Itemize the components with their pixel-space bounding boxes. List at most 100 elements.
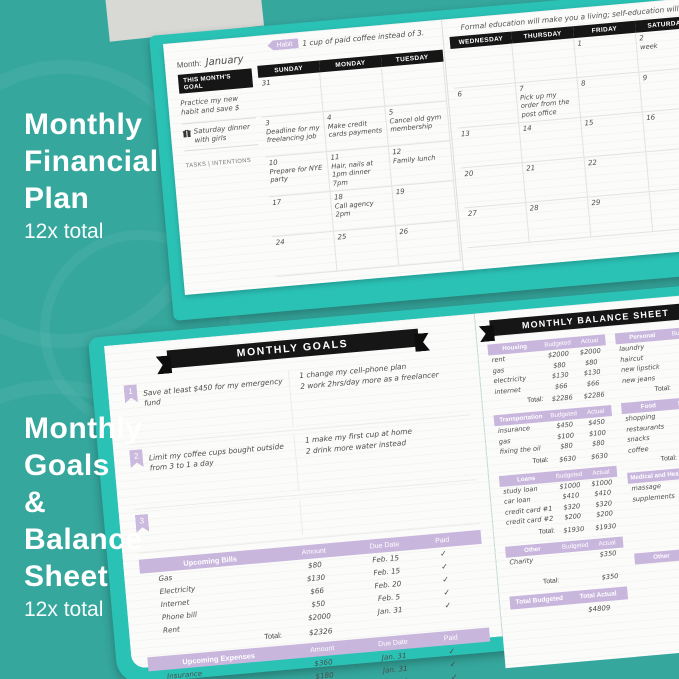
event-row: Saturday dinner with girls — [182, 122, 257, 147]
calendar-cell: 5 Cancel old gym membership — [385, 101, 451, 147]
calendar-cell: 3 Deadline for my freelancing job — [261, 112, 328, 158]
total-budgeted-value — [511, 607, 570, 620]
calendar-cell: 20 — [460, 163, 527, 209]
total-budgeted-label: Total Budgeted — [515, 594, 564, 606]
table-transportation: Transportation Budgeted Actual insurance $4… — [493, 405, 616, 469]
calendar-cell: 14 — [519, 117, 585, 164]
label-monthly-financial-plan: Monthly Financial Plan 12x total — [24, 106, 159, 244]
calendar-cell: 16 — [642, 107, 679, 153]
label-line: Sheet — [24, 560, 109, 593]
total-actual-value: $4809 — [587, 603, 611, 614]
table-food: FoodBudgetedActual shopping restaurants … — [620, 392, 679, 466]
label-line: Goals — [24, 449, 110, 482]
col-budgeted: Budgeted — [550, 410, 578, 420]
table-other: Other Budgeted Actual Charity $350 Total: $3… — [504, 536, 626, 589]
total-actual-label: Total Actual — [579, 589, 617, 600]
habit-flag-icon: Habit — [267, 38, 299, 51]
ribbon-tail-icon — [156, 355, 173, 374]
tasks-intentions-label: TASKS | INTENTIONS — [185, 157, 252, 170]
calendar-cell: 13 — [457, 123, 523, 169]
col-paid: Paid — [434, 536, 450, 545]
calendar-cell: 11 Hair, nails at 1pm dinner 7pm — [327, 146, 393, 192]
calendar-cell — [450, 43, 516, 89]
col-budgeted: Budgeted — [675, 398, 679, 408]
goal-text — [154, 501, 302, 548]
ribbon-tail-icon — [414, 333, 431, 352]
table-medical-health: Medical and HealthBudgetedActual massage… — [627, 462, 679, 547]
col-budgeted: Budgeted — [555, 470, 583, 480]
calendar-cell — [649, 186, 679, 232]
label-subtitle: 12x total — [24, 598, 104, 621]
col-budgeted: Budgeted — [544, 339, 572, 349]
label-subtitle: 12x total — [24, 220, 104, 243]
col-actual: Actual — [592, 467, 610, 477]
month-label: Month: — [176, 58, 202, 70]
calendar-left-page: Month: January Habit 1 cup of paid coffe… — [163, 19, 464, 296]
calendar-cell: 7 Pick up my order from the post office — [515, 77, 582, 124]
label-line: Financial — [24, 145, 159, 178]
month-goal-note: Practice my new habit and save $ — [179, 94, 240, 117]
calendar-cell: 22 — [584, 152, 650, 198]
paid-check: ✓ — [450, 672, 458, 679]
calendar-cell: 8 — [577, 72, 643, 118]
goal-steps: 1 make my first cup at home 2 drink more… — [293, 420, 476, 491]
table-loans: Loans Budgeted Actual study loan $1000 $1000… — [498, 465, 622, 539]
calendar-cell: 6 — [454, 83, 520, 129]
calendar-cell: 28 — [526, 197, 592, 243]
calendar-cell: 27 — [464, 202, 530, 249]
calendar-grid-left: SUNDAY MONDAY TUESDAY 31 3 Deadline for m… — [257, 49, 462, 278]
goals-balance-spread: MONTHLY GOALS 1 Save at least $450 for m… — [104, 291, 679, 679]
monthly-goals-page: MONTHLY GOALS 1 Save at least $450 for m… — [104, 313, 503, 679]
balance-sheet-page: MONTHLY BALANCE SHEET Housing Budgeted Act… — [474, 291, 679, 669]
calendar-grid-right: WEDNESDAY THURSDAY FRIDAY SATURDAY 1 2 we… — [449, 15, 679, 249]
month-value: January — [205, 54, 244, 69]
label-line: & — [24, 486, 47, 519]
calendar-cell: 12 Family lunch — [388, 141, 455, 187]
col-paid: Paid — [443, 633, 459, 642]
goal-text: Save at least $450 for my emergency fund — [142, 376, 283, 408]
goal-steps: 1 change my cell-phone plan 2 work 2hrs/… — [287, 355, 471, 426]
calendar-cell: 21 — [522, 157, 588, 203]
calendar-cell: 26 — [395, 221, 462, 267]
col-actual: Actual — [580, 336, 599, 346]
grand-total: Total Budgeted Total Actual $4809 — [509, 585, 629, 620]
balance-left-column: Housing Budgeted Actual rent $2000 $2000 gas… — [487, 334, 629, 620]
col-actual: Actual — [586, 407, 605, 417]
table-housing: Housing Budgeted Actual rent $2000 $2000 gas… — [487, 334, 610, 408]
col-budgeted: Budgeted — [671, 328, 679, 338]
label-line: Balance — [24, 523, 143, 556]
calendar-cell: 17 — [268, 191, 335, 238]
event-note: Saturday dinner with girls — [193, 122, 251, 145]
calendar-cell: 4 Make credit cards payments — [323, 106, 389, 153]
calendar-right-page: Formal education will make you a living;… — [442, 0, 679, 271]
calendar-cell: 24 — [272, 231, 338, 278]
calendar-cell: 1 — [574, 32, 640, 78]
label-line: Plan — [24, 182, 90, 215]
calendar-cell: 25 — [334, 226, 400, 272]
calendar-cell: 29 — [587, 192, 654, 238]
label-line: Monthly — [24, 108, 143, 141]
habit-note: 1 cup of paid coffee instead of 3. — [301, 27, 425, 48]
calendar-cell — [646, 146, 679, 193]
calendar-cell — [320, 67, 386, 113]
paid-check: ✓ — [444, 600, 452, 611]
col-actual: Actual — [598, 538, 616, 548]
month-goal-banner: THIS MONTH'S GOAL — [177, 68, 254, 94]
label-line: Monthly — [24, 412, 143, 445]
calendar-cell: 31 — [258, 72, 324, 118]
label-monthly-goals-balance: Monthly Goals & Balance Sheet 12x total — [24, 410, 143, 622]
calendar-cell: 9 — [639, 67, 679, 113]
calendar-cell: 15 — [581, 112, 647, 158]
gift-icon — [182, 129, 191, 138]
goal-flag-icon: 1 — [124, 384, 139, 403]
calendar-cell: 2 week — [635, 27, 679, 73]
table-personal: PersonalBudgetedActual laundry haircut n… — [614, 323, 679, 396]
calendar-cell: 18 Call agency 2pm — [330, 186, 396, 232]
calendar-sidebar: THIS MONTH'S GOAL Practice my new habit … — [177, 66, 276, 284]
goal-text: Limit my coffee cups bought outside from… — [148, 441, 285, 473]
table-title: Other — [652, 552, 671, 561]
calendar-cell: 10 Prepare for NYE party — [265, 152, 331, 198]
calendar-spread: Month: January Habit 1 cup of paid coffe… — [163, 0, 679, 296]
